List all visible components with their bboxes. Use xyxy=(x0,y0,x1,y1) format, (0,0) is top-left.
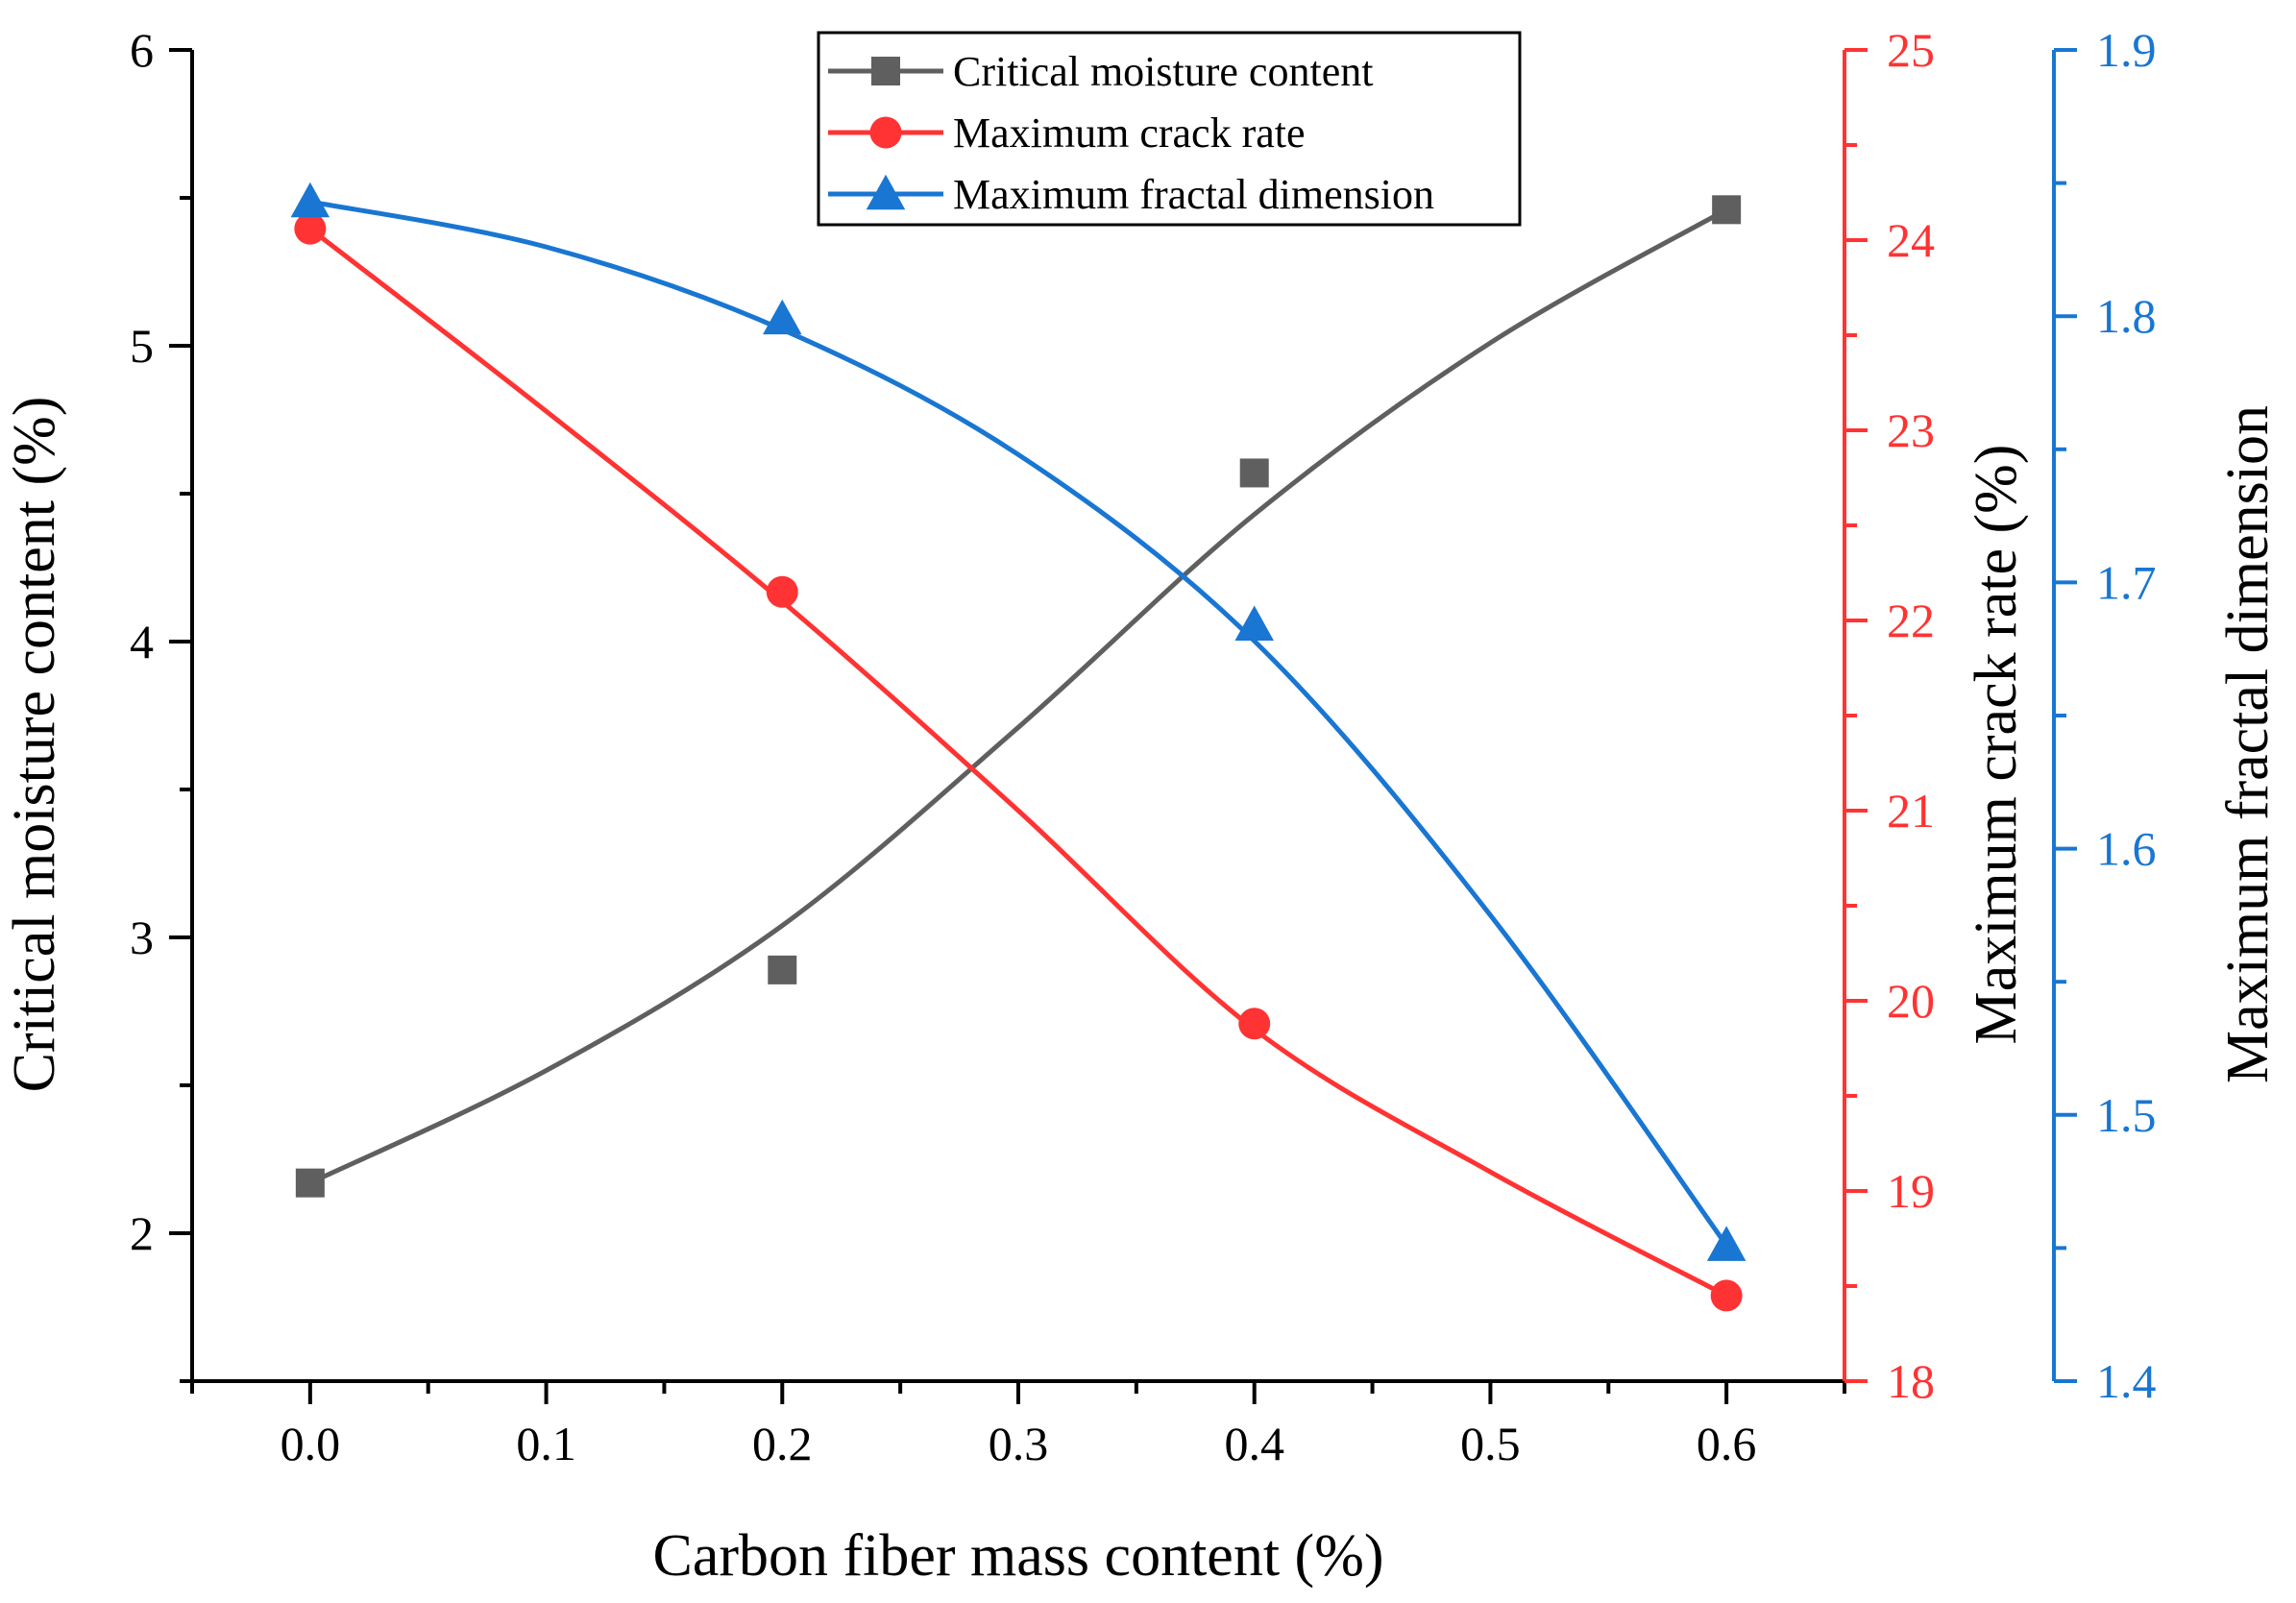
legend-marker-moisture xyxy=(871,57,900,85)
markers-group xyxy=(290,182,1746,1312)
legend-label-moisture: Critical moisture content xyxy=(953,48,1373,95)
data-point-moisture xyxy=(1239,458,1269,488)
y-tick-label-crack: 23 xyxy=(1887,403,1935,457)
data-point-crack xyxy=(1238,1008,1271,1040)
data-point-fractal xyxy=(1706,1226,1746,1261)
y-tick-label-fractal: 1.6 xyxy=(2096,822,2157,876)
y-tick-label-moisture: 5 xyxy=(130,319,154,373)
y-tick-label-fractal: 1.7 xyxy=(2096,555,2157,609)
legend-marker-fractal xyxy=(866,174,906,210)
fit-curve-moisture xyxy=(308,207,1728,1185)
y-tick-label-crack: 19 xyxy=(1887,1164,1935,1218)
y-tick-label-moisture: 3 xyxy=(130,911,154,964)
fit-curve-crack xyxy=(308,227,1728,1299)
data-point-moisture xyxy=(295,1168,325,1198)
y-tick-label-fractal: 1.4 xyxy=(2096,1354,2157,1408)
y-tick-label-crack: 20 xyxy=(1887,974,1935,1028)
y-tick-label-fractal: 1.9 xyxy=(2096,23,2157,77)
y-axis-title-moisture: Critical moisture content (%) xyxy=(2,397,67,1093)
x-tick-label: 0.6 xyxy=(1697,1417,1757,1470)
x-tick-label: 0.4 xyxy=(1224,1417,1284,1470)
y-tick-label-moisture: 4 xyxy=(130,615,154,668)
y-tick-label-moisture: 6 xyxy=(130,23,154,77)
y-tick-label-crack: 22 xyxy=(1887,594,1935,647)
data-point-fractal xyxy=(1234,605,1274,641)
y-tick-label-crack: 18 xyxy=(1887,1354,1935,1408)
y-tick-label-crack: 25 xyxy=(1887,23,1935,77)
x-tick-label: 0.2 xyxy=(752,1417,813,1470)
data-point-moisture xyxy=(768,955,797,984)
y-tick-label-fractal: 1.8 xyxy=(2096,289,2157,343)
data-point-fractal xyxy=(763,299,802,335)
legend-label-crack: Maximum crack rate xyxy=(953,109,1306,157)
y-axis-title-fractal: Maximum fractal dimension xyxy=(2215,405,2281,1083)
x-tick-label: 0.3 xyxy=(989,1417,1049,1470)
legend-marker-crack xyxy=(869,116,902,149)
fit-curves-group xyxy=(308,199,1729,1299)
fit-curve-fractal xyxy=(309,199,1729,1248)
y-tick-label-crack: 21 xyxy=(1887,784,1935,838)
data-point-crack xyxy=(766,575,798,608)
x-tick-label: 0.1 xyxy=(516,1417,576,1470)
x-axis-title: Carbon fiber mass content (%) xyxy=(653,1523,1384,1589)
y-tick-label-moisture: 2 xyxy=(130,1206,154,1260)
data-point-crack xyxy=(294,212,327,245)
data-point-moisture xyxy=(1712,195,1742,225)
x-tick-label: 0.0 xyxy=(281,1417,341,1470)
y-axis-title-crack: Maximum crack rate (%) xyxy=(1964,445,2029,1045)
x-tick-label: 0.5 xyxy=(1460,1417,1521,1470)
data-point-crack xyxy=(1710,1279,1743,1312)
y-tick-label-fractal: 1.5 xyxy=(2096,1088,2157,1142)
legend-label-fractal: Maximum fractal dimension xyxy=(953,171,1434,218)
y-tick-label-crack: 24 xyxy=(1887,213,1935,267)
data-point-fractal xyxy=(290,182,330,218)
axes-group: 0.0 0.1 0.2 0.3 0.4 0.5 0.6 Carbon fiber mass c… xyxy=(2,23,2281,1589)
legend: Critical moisture content Maximum crack r… xyxy=(817,31,1522,227)
